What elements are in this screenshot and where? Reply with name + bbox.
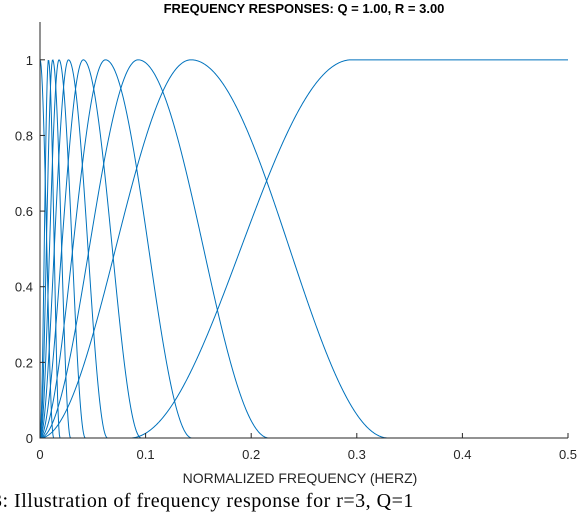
x-tick-label: 0.5 xyxy=(559,447,577,462)
plot-area xyxy=(40,22,568,438)
x-tick-label: 0.4 xyxy=(453,447,471,462)
chart: FREQUENCY RESPONSES: Q = 1.00, R = 3.00 … xyxy=(15,1,577,486)
x-tick-label: 0.2 xyxy=(242,447,260,462)
y-tick-label: 0.8 xyxy=(15,128,33,143)
y-tick-label: 1 xyxy=(26,53,33,68)
x-tick-label: 0.1 xyxy=(137,447,155,462)
ticks: 0 0.1 0.2 0.3 0.4 0.5 0 0.2 0.4 0.6 0.8 1 xyxy=(15,53,577,462)
y-tick-label: 0 xyxy=(26,431,33,446)
x-tick-label: 0.3 xyxy=(348,447,366,462)
chart-title: FREQUENCY RESPONSES: Q = 1.00, R = 3.00 xyxy=(164,1,445,16)
x-tick-label: 0 xyxy=(36,447,43,462)
x-axis-label: NORMALIZED FREQUENCY (HERZ) xyxy=(183,470,418,486)
y-tick-label: 0.2 xyxy=(15,355,33,370)
figure-caption: 3: Illustration of frequency response fo… xyxy=(0,490,414,512)
y-tick-label: 0.4 xyxy=(15,280,33,295)
y-tick-label: 0.6 xyxy=(15,204,33,219)
